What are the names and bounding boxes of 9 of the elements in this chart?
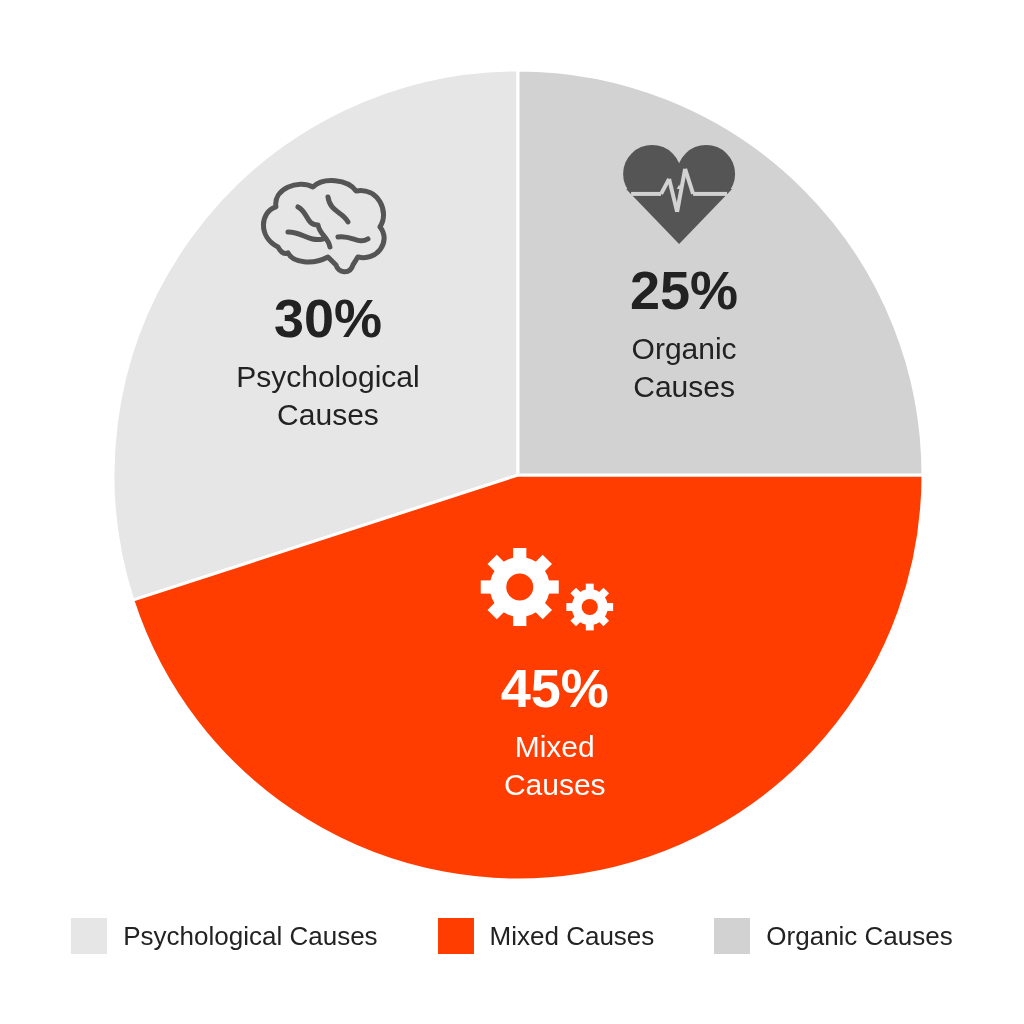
legend-label: Organic Causes [766,920,953,952]
data-label: 45% [500,658,609,719]
legend-label: Psychological Causes [123,920,378,952]
legend-label: Mixed Causes [489,920,655,952]
slice-label: Mixed Causes [503,730,606,802]
data-label: 30% [273,287,383,348]
slice-label: Organic Causes [631,331,737,403]
data-label: 25% [630,259,739,320]
slice-label: Psychological Causes [236,359,420,431]
